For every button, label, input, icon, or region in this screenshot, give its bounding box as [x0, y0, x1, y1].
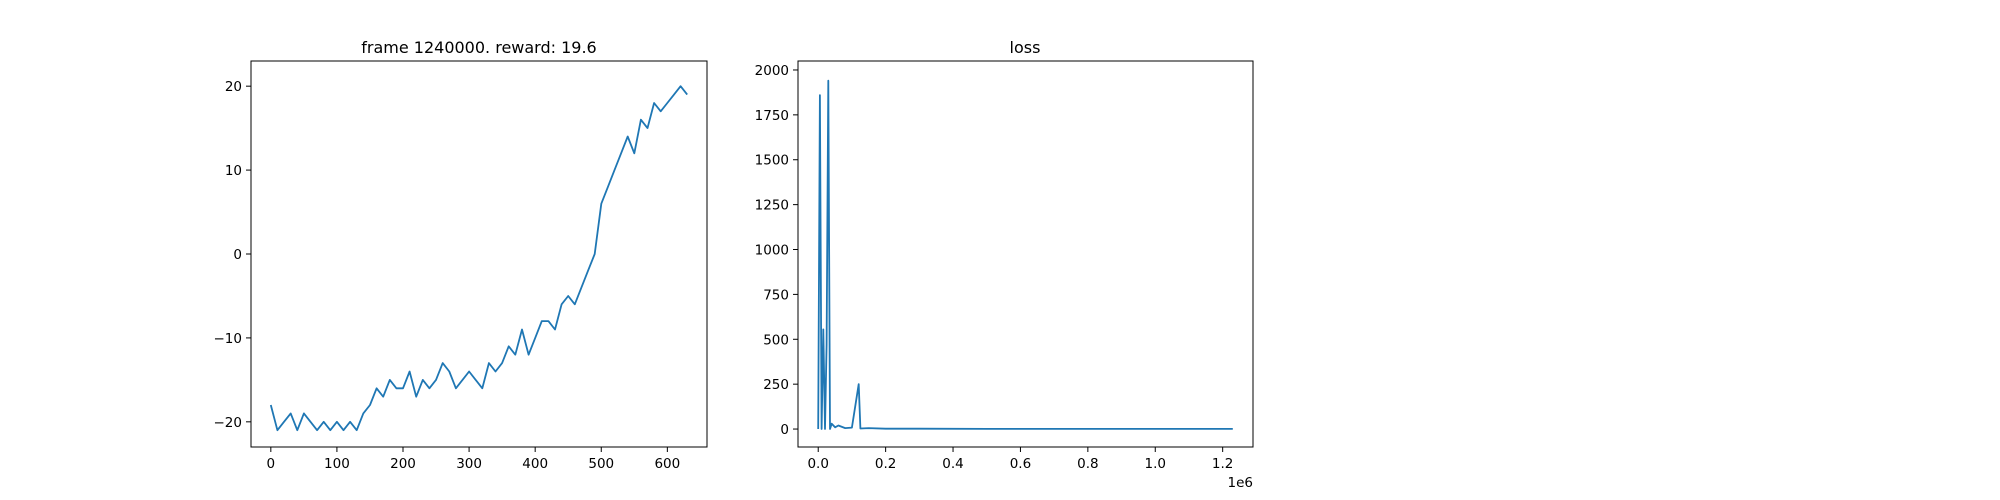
- loss-chart-series-line: [817, 79, 1233, 430]
- reward-chart-x-tick-label: 600: [654, 456, 680, 472]
- reward-chart-y-tick-label: 10: [225, 163, 242, 179]
- loss-chart-x-tick-label: 1.2: [1212, 456, 1233, 472]
- loss-chart-x-tick-label: 0.4: [942, 456, 963, 472]
- loss-chart-ticks: 0.0 0.2 0.4 0.6 0.8 1.0 1.2 0 250 500 750 1000 1250 1…: [755, 63, 1234, 472]
- reward-chart-marks: [269, 85, 688, 432]
- reward-chart-y-tick-label: 20: [225, 79, 242, 95]
- loss-chart-y-tick-label: 0: [780, 422, 789, 438]
- loss-chart-marks: [817, 79, 1233, 430]
- loss-chart-x-tick-label: 0.8: [1077, 456, 1098, 472]
- reward-chart-series-line: [269, 85, 688, 432]
- loss-chart-y-tick-label: 1000: [755, 243, 789, 259]
- reward-chart-x-tick-label: 300: [456, 456, 482, 472]
- reward-chart-y-tick-label: −10: [214, 331, 243, 347]
- reward-chart-x-tick-label: 0: [267, 456, 276, 472]
- reward-chart-axes-frame: [250, 60, 708, 448]
- reward-chart-x-tick-label: 500: [588, 456, 614, 472]
- loss-chart-y-tick-label: 750: [763, 287, 789, 303]
- reward-chart-y-tick-label: 0: [233, 247, 242, 263]
- reward-chart-x-tick-label: 400: [522, 456, 548, 472]
- reward-chart-y-tick-label: −20: [214, 415, 243, 431]
- loss-chart-x-tick-label: 0.2: [875, 456, 896, 472]
- loss-chart-y-tick-label: 2000: [755, 63, 789, 79]
- loss-chart-x-tick-label: 0.0: [807, 456, 828, 472]
- loss-chart-y-tick-label: 250: [763, 377, 789, 393]
- reward-chart-x-tick-label: 100: [324, 456, 350, 472]
- reward-chart-title: frame 1240000. reward: 19.6: [361, 38, 596, 57]
- loss-chart-x-tick-label: 1.0: [1145, 456, 1166, 472]
- loss-chart: loss 0.0 0.2 0.4 0.6 0.8 1.0 1.2 0 250 500 750 1000…: [755, 38, 1254, 491]
- loss-chart-y-tick-label: 1750: [755, 108, 789, 124]
- loss-chart-y-tick-label: 500: [763, 332, 789, 348]
- reward-chart-ticks: 0 100 200 300 400 500 600 −20 −10 0 10 20: [214, 79, 681, 472]
- loss-chart-y-tick-label: 1250: [755, 198, 789, 214]
- loss-chart-y-tick-label: 1500: [755, 153, 789, 169]
- loss-chart-x-offset-label: 1e6: [1228, 475, 1253, 491]
- reward-chart-x-tick-label: 200: [390, 456, 416, 472]
- loss-chart-axes-frame: [797, 60, 1254, 448]
- loss-chart-x-tick-label: 0.6: [1010, 456, 1031, 472]
- loss-chart-title: loss: [1010, 38, 1041, 57]
- reward-chart: frame 1240000. reward: 19.6 0 100 200 300 40…: [214, 38, 708, 472]
